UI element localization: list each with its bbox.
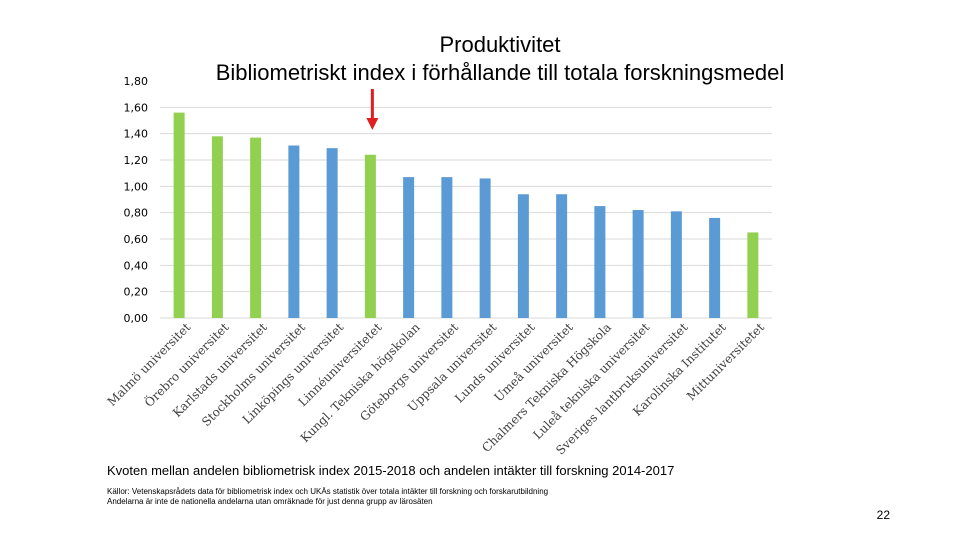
y-tick-label: 0,20 <box>124 286 149 299</box>
bar <box>211 136 223 318</box>
y-tick-label: 0,00 <box>124 312 149 325</box>
bar-chart: 0,00 0,20 0,40 0,60 0,80 1,00 1,20 1,40 1,60 1,80… <box>105 75 772 458</box>
y-tick-label: 1,80 <box>124 75 149 88</box>
bar <box>747 232 759 318</box>
y-tick-label: 1,00 <box>124 180 149 193</box>
bar <box>403 177 415 318</box>
bar <box>709 217 721 318</box>
y-tick-label: 1,40 <box>124 128 149 141</box>
y-tick-label: 0,60 <box>124 233 149 246</box>
bar <box>364 154 376 318</box>
bar <box>556 194 568 318</box>
y-tick-label: 1,60 <box>124 101 149 114</box>
page-number: 22 <box>876 508 890 522</box>
y-tick-label: 0,40 <box>124 259 149 272</box>
y-tick-label: 0,80 <box>124 207 149 220</box>
source-note-2: Andelarna är inte de nationella andelarn… <box>107 497 433 506</box>
bar <box>632 210 644 318</box>
bar <box>670 211 682 318</box>
source-note: Källor: Vetenskapsrådets data för biblio… <box>107 487 549 496</box>
chart-caption: Kvoten mellan andelen bibliometrisk inde… <box>107 463 675 478</box>
bar <box>288 145 300 318</box>
chart-subtitle: Bibliometriskt index i förhållande till … <box>215 60 785 85</box>
red-down-arrow-icon <box>366 89 379 130</box>
bar <box>441 177 453 318</box>
bar <box>517 194 529 318</box>
bar <box>173 112 185 318</box>
y-tick-label: 1,20 <box>124 154 149 167</box>
chart-title: Produktivitet <box>439 32 561 57</box>
bar <box>594 206 606 318</box>
bar <box>250 137 262 318</box>
bar <box>326 148 338 318</box>
bar <box>479 178 491 318</box>
